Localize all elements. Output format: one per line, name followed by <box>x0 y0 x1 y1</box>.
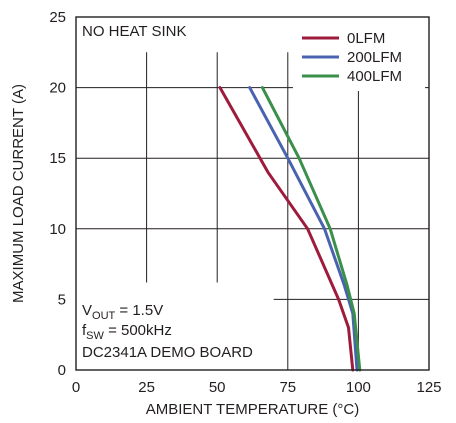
x-tick-label: 75 <box>279 379 296 396</box>
series-line-400lfm <box>260 86 362 372</box>
vout-value: = 1.5V <box>115 302 163 319</box>
y-tick-label: 0 <box>58 362 66 379</box>
y-tick-label: 15 <box>49 150 66 167</box>
y-tick-label: 10 <box>49 221 66 238</box>
fsw-main: f <box>82 322 87 339</box>
vout-subscript: OUT <box>92 310 116 322</box>
x-tick-label: 0 <box>72 379 80 396</box>
x-tick-label: 100 <box>346 379 371 396</box>
fsw-annotation: fSW = 500kHz <box>82 322 172 342</box>
board-annotation: DC2341A DEMO BOARD <box>82 344 253 361</box>
series-line-0lfm <box>218 86 355 372</box>
vout-main: V <box>82 302 92 319</box>
x-axis-title: AMBIENT TEMPERATURE (°C) <box>146 401 360 418</box>
y-tick-label: 5 <box>58 291 66 308</box>
y-tick-label: 20 <box>49 80 66 97</box>
y-tick-label: 25 <box>49 9 66 26</box>
legend-label-200lfm: 200LFM <box>347 49 402 66</box>
plot-frame <box>75 16 430 371</box>
series-line-200lfm <box>248 86 359 372</box>
x-tick-label: 125 <box>416 379 441 396</box>
x-tick-labels: 0 25 50 75 100 125 <box>72 379 442 396</box>
no-heat-sink-label: NO HEAT SINK <box>82 23 186 40</box>
legend-label-400lfm: 400LFM <box>347 68 402 85</box>
x-tick-label: 50 <box>209 379 226 396</box>
fsw-subscript: SW <box>86 330 104 342</box>
legend-label-0lfm: 0LFM <box>347 30 385 47</box>
series-lines <box>218 86 362 372</box>
legend: 0LFM 200LFM 400LFM <box>293 23 425 91</box>
x-tick-label: 25 <box>138 379 155 396</box>
fsw-value: = 500kHz <box>104 322 172 339</box>
vout-annotation: VOUT = 1.5V <box>82 302 163 322</box>
y-axis-title: MAXIMUM LOAD CURRENT (A) <box>10 84 27 303</box>
y-tick-labels: 0 5 10 15 20 25 <box>49 9 66 379</box>
